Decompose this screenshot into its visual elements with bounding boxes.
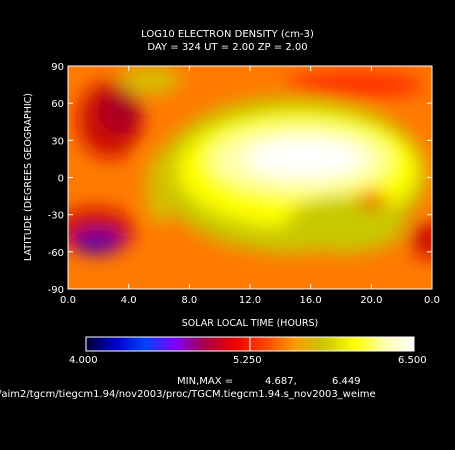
y-tick-label: -30	[48, 211, 64, 222]
x-tick-label: 8.0	[181, 295, 197, 306]
y-tick-label: 60	[51, 99, 64, 110]
minmax-label: MIN,MAX =	[177, 376, 234, 387]
chart-subtitle: DAY = 324 UT = 2.00 ZP = 2.00	[147, 42, 308, 53]
max-value: 6.449	[332, 376, 361, 387]
y-tick-label: 90	[51, 62, 64, 73]
chart-title: LOG10 ELECTRON DENSITY (cm-3)	[141, 29, 314, 40]
footer-file-path: /aim2/tgcm/tiegcm1.94/nov2003/proc/TGCM.…	[0, 389, 376, 400]
x-axis-label: SOLAR LOCAL TIME (HOURS)	[182, 318, 318, 329]
x-tick-label: 0.0	[424, 295, 440, 306]
colorbar-max-label: 6.500	[398, 355, 427, 366]
colorbar-mid-label: 5.250	[233, 355, 262, 366]
y-axis-label: LATITUDE (DEGREES GEOGRAPHIC)	[23, 93, 34, 261]
colorbar-min-label: 4.000	[69, 355, 98, 366]
heatmap-field	[68, 66, 432, 289]
y-tick-label: 30	[51, 136, 64, 147]
x-tick-label: 16.0	[300, 295, 322, 306]
x-tick-label: 4.0	[121, 295, 137, 306]
x-tick-label: 0.0	[60, 295, 76, 306]
y-tick-label: 0	[58, 174, 64, 185]
x-tick-label: 20.0	[360, 295, 382, 306]
x-tick-label: 12.0	[239, 295, 261, 306]
y-tick-label: -60	[48, 248, 64, 259]
y-tick-label: -90	[48, 285, 64, 296]
min-value: 4.687,	[265, 376, 297, 387]
axes-ticks: 0.0 4.0 8.0 12.0 16.0 20.0 0.0 90 60 30 0 -30 -60 -90	[48, 62, 440, 306]
